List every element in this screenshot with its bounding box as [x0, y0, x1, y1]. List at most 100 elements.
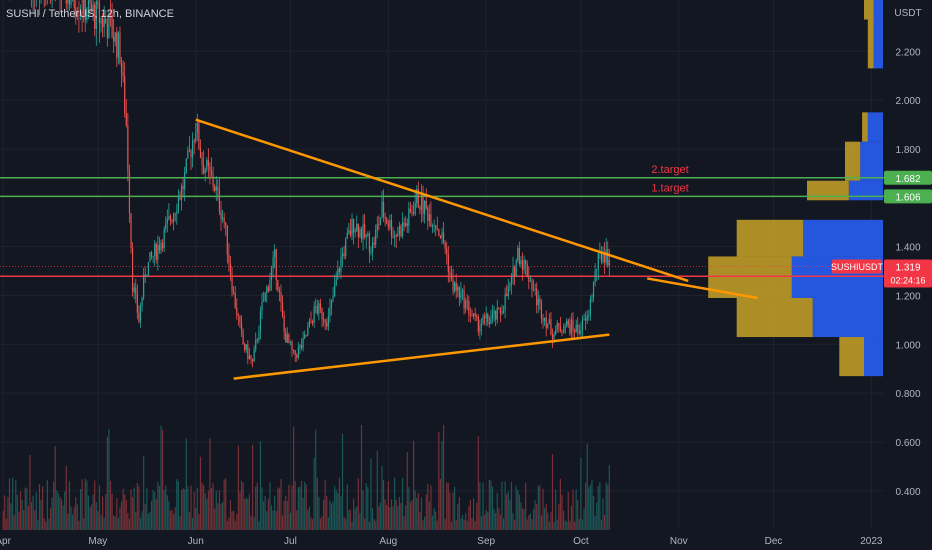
volume-bar — [389, 507, 391, 530]
volume-bar — [602, 498, 604, 530]
candle-body — [113, 37, 115, 42]
volume-bar — [412, 440, 415, 530]
volume-bar — [280, 478, 282, 530]
candle-body — [334, 284, 336, 297]
candle-body — [229, 263, 232, 276]
volume-bar — [375, 521, 377, 530]
volume-profile-up — [864, 337, 883, 377]
candle-body — [95, 1, 97, 29]
candle-body — [304, 334, 306, 339]
candle-body — [460, 292, 462, 299]
volume-bar — [190, 485, 192, 530]
y-tick-label: 1.400 — [895, 243, 920, 254]
volume-bar — [236, 514, 238, 530]
candle-body — [452, 278, 454, 292]
volume-bar — [564, 520, 566, 530]
candle-body — [454, 282, 456, 292]
candle-body — [332, 296, 334, 300]
candle-body — [561, 331, 563, 333]
volume-bar — [150, 500, 153, 530]
symbol-title[interactable]: SUSHI / TetherUS, 12h, BINANCE — [6, 8, 174, 20]
y-tick-label: 2.200 — [895, 47, 920, 58]
volume-bar — [261, 487, 263, 530]
volume-bar — [109, 480, 112, 530]
candle-body — [544, 317, 546, 322]
volume-bar — [73, 507, 75, 530]
volume-bar — [81, 479, 83, 530]
time-axis[interactable]: Apr May Jun Jul Aug Sep Oct Nov Dec 2023 — [0, 530, 932, 550]
volume-bar — [83, 518, 85, 530]
candle-body — [604, 252, 606, 263]
volume-bar — [405, 505, 407, 530]
candle-body — [491, 314, 494, 319]
candle-body — [419, 207, 421, 210]
candle-body — [182, 185, 184, 190]
volume-bar — [291, 485, 293, 530]
candle-body — [580, 329, 582, 334]
volume-bar — [370, 458, 372, 530]
volume-bar — [400, 503, 402, 530]
candle-body — [128, 171, 131, 214]
volume-bar — [458, 496, 460, 530]
volume-profile-down — [807, 180, 849, 201]
candle-body — [180, 185, 183, 200]
volume-bar — [248, 493, 251, 530]
target-price-text: 1.606 — [895, 192, 920, 203]
volume-bar — [460, 518, 462, 530]
volume-bar — [217, 503, 219, 530]
candle-body — [337, 268, 339, 280]
volume-bar — [65, 466, 67, 530]
volume-profile-up — [860, 141, 883, 181]
axis-unit: USDT — [894, 8, 921, 19]
volume-bar — [529, 513, 531, 530]
candle-body — [348, 230, 350, 233]
candle-body — [89, 0, 91, 4]
volume-bar — [7, 496, 9, 530]
candle-body — [341, 253, 344, 257]
volume-profile-up — [812, 297, 883, 338]
candle-body — [592, 282, 595, 298]
candle-body — [302, 338, 304, 349]
volume-bar — [562, 510, 565, 530]
candle-body — [365, 235, 367, 237]
candle-body — [406, 223, 408, 226]
volume-bar — [286, 501, 288, 530]
volume-bar — [305, 484, 307, 530]
volume-bar — [70, 506, 72, 530]
candle-body — [583, 318, 585, 320]
volume-bar — [144, 504, 146, 530]
candle-body — [84, 0, 86, 21]
volume-bar — [308, 506, 310, 530]
volume-bar — [143, 456, 145, 530]
last-price-text: 1.319 — [895, 262, 920, 273]
volume-bar — [191, 517, 194, 530]
volume-bar — [48, 518, 50, 530]
volume-bar — [472, 498, 475, 530]
volume-bar — [315, 429, 317, 530]
symbol-badge — [832, 259, 882, 274]
volume-bar — [24, 487, 26, 530]
volume-bar — [256, 482, 258, 530]
candle-body — [493, 310, 495, 315]
candle-body — [299, 345, 301, 348]
candle-body — [307, 327, 309, 336]
volume-bar — [330, 503, 333, 530]
candle-body — [401, 222, 404, 237]
candle-body — [556, 323, 558, 330]
volume-bar — [439, 478, 442, 530]
volume-bar — [373, 519, 375, 530]
volume-profile-down — [845, 141, 861, 181]
volume-bar — [18, 511, 20, 530]
candle-body — [125, 113, 127, 126]
trendlines[interactable] — [195, 118, 758, 380]
candle-body — [92, 5, 94, 11]
candle-body — [111, 15, 113, 38]
candle-body — [196, 122, 198, 133]
volume-bar — [162, 429, 164, 530]
candle-body — [504, 294, 506, 311]
volume-bar — [195, 508, 197, 530]
volume-profile-down — [736, 219, 804, 257]
volume-bar — [416, 498, 418, 530]
candle-body — [305, 334, 307, 336]
